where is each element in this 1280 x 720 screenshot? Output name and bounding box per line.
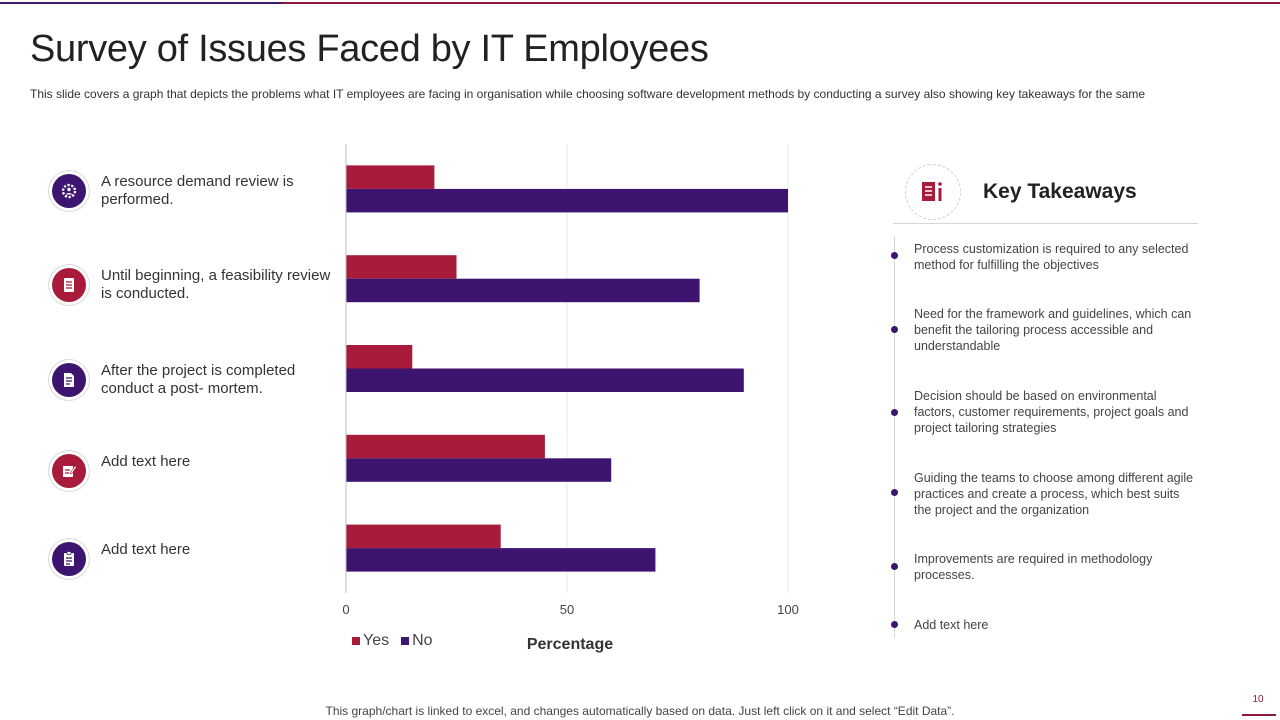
bar-yes-2 [346, 255, 457, 279]
issue-text: Add text here [101, 541, 191, 558]
bar-no-4 [346, 458, 612, 482]
takeaway-item: Add text here [914, 618, 989, 632]
legend-swatch-yes [352, 637, 360, 645]
issue-item: Add text here [52, 539, 342, 579]
bar-yes-4 [346, 434, 545, 459]
bar-yes-1 [346, 165, 435, 189]
bar-yes-5 [346, 524, 501, 549]
takeaway-bullet [891, 409, 898, 416]
takeaway-item: Guiding the teams to choose among differ… [914, 471, 1194, 517]
takeaways-timeline [894, 236, 895, 638]
page-number-underline [1242, 714, 1276, 716]
key-takeaways-title: Key Takeaways [983, 180, 1137, 203]
footer-note: This graph/chart is linked to excel, and… [325, 704, 955, 718]
takeaway-bullet [891, 563, 898, 570]
takeaway-bullet [891, 621, 898, 628]
issue-text: A resource demand review is performed. [101, 173, 294, 208]
takeaway-item: Process customization is required to any… [914, 242, 1189, 272]
legend-item-yes: Yes [352, 632, 389, 650]
top-accent-bar [0, 2, 1280, 4]
bar-no-2 [346, 278, 700, 303]
takeaway-item: Improvements are required in methodology… [914, 552, 1153, 582]
document-info-icon [905, 164, 961, 220]
top-accent-bar-left [0, 2, 282, 4]
page-title: Survey of Issues Faced by IT Employees [30, 28, 709, 70]
takeaway-bullet [891, 489, 898, 496]
takeaway-item: Decision should be based on environmenta… [914, 389, 1189, 435]
legend-label-no: No [412, 632, 433, 649]
legend-label-yes: Yes [363, 632, 390, 649]
legend-item-no: No [401, 632, 433, 650]
checklist-icon [52, 268, 86, 302]
issue-item: Add text here [52, 451, 342, 491]
takeaway-item: Need for the framework and guidelines, w… [914, 307, 1192, 353]
x-tick-label: 0 [342, 602, 349, 617]
bar-no-1 [346, 188, 788, 213]
bar-no-5 [346, 548, 656, 572]
issue-item: After the project is completed conduct a… [52, 360, 342, 400]
issue-text: Until beginning, a feasibility review is… [101, 267, 331, 302]
report-icon [52, 363, 86, 397]
x-tick-label: 50 [560, 602, 574, 617]
legend-swatch-no [401, 637, 410, 645]
x-tick-label: 100 [777, 602, 799, 617]
page-number: 10 [1252, 694, 1264, 705]
x-axis-title: Percentage [526, 636, 614, 653]
takeaway-bullet [891, 252, 898, 259]
bar-no-3 [346, 368, 744, 392]
bar-yes-3 [346, 345, 413, 369]
takeaway-bullet [891, 326, 898, 333]
clipboard-icon [52, 542, 86, 576]
takeaways-divider [893, 223, 1198, 224]
page-subtitle: This slide covers a graph that depicts t… [30, 87, 1146, 101]
issue-item: A resource demand review is performed. [52, 171, 342, 211]
issue-text: After the project is completed conduct a… [101, 362, 296, 397]
issue-item: Until beginning, a feasibility review is… [52, 265, 342, 305]
chart-legend: Yes No [352, 632, 433, 650]
gear-people-icon [52, 174, 86, 208]
issue-text: Add text here [101, 453, 191, 470]
edit-document-icon [52, 454, 86, 488]
